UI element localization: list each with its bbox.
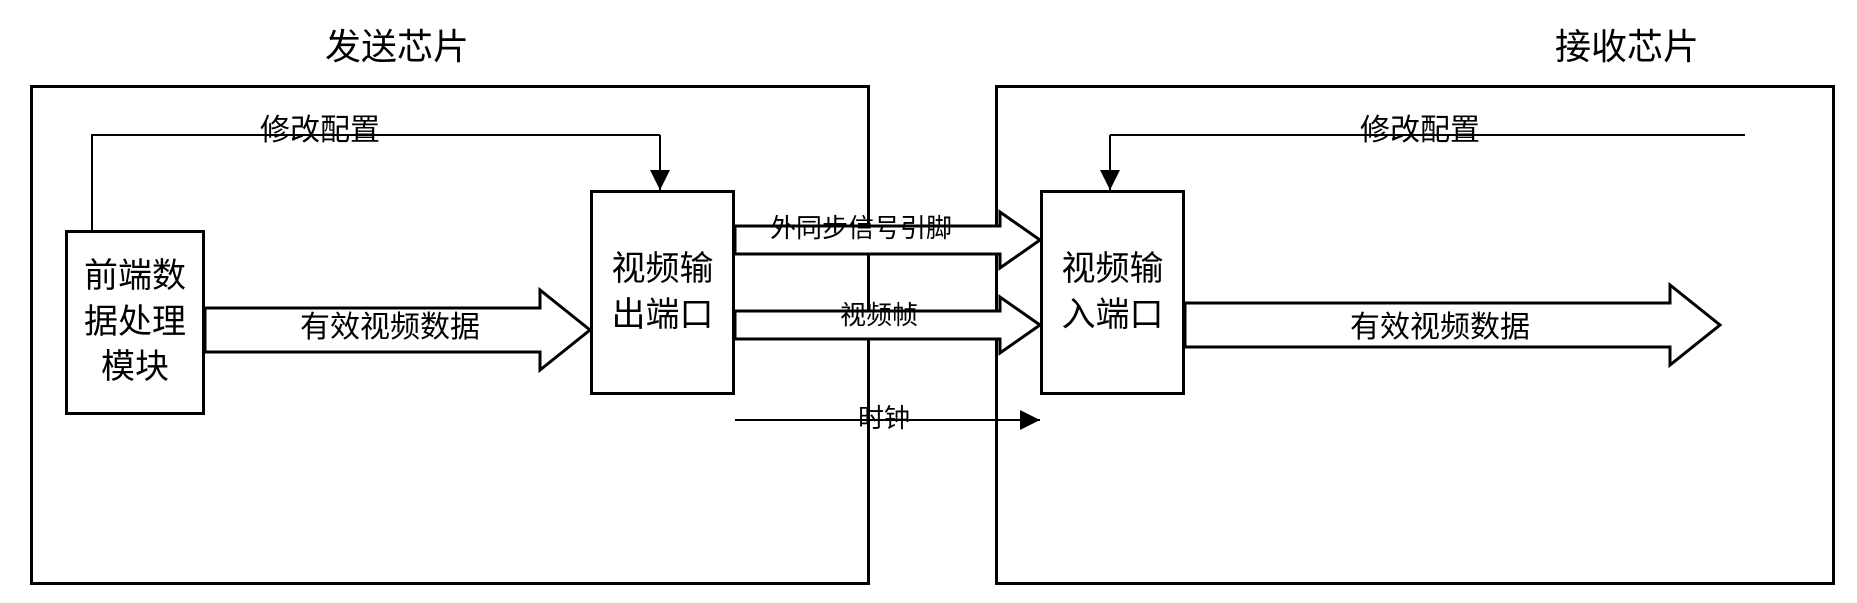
label-video-frame: 视频帧 xyxy=(840,295,918,332)
label-valid-right: 有效视频数据 xyxy=(1350,302,1530,346)
diagram-stage: 发送芯片 接收芯片 前端数 据处理 模块 视频输 出端口 视频输 入端口 xyxy=(0,0,1857,603)
label-cfg-right: 修改配置 xyxy=(1360,105,1480,149)
label-cfg-left: 修改配置 xyxy=(260,105,380,149)
label-valid-left: 有效视频数据 xyxy=(300,302,480,346)
cfg-left-line xyxy=(92,135,660,230)
label-clock: 时钟 xyxy=(858,398,910,435)
arrows-layer xyxy=(0,0,1857,603)
label-ext-sync: 外同步信号引脚 xyxy=(770,208,952,245)
